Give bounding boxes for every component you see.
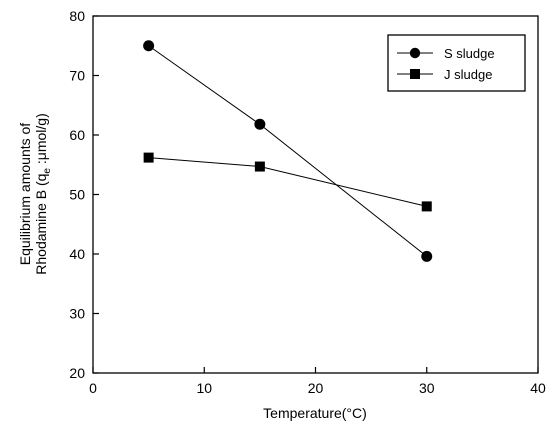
x-axis-title: Temperature(°C): [263, 405, 367, 421]
legend-marker-j-sludge: [410, 69, 420, 79]
data-point-s-sludge: [254, 118, 266, 130]
legend-label-j-sludge: J sludge: [444, 67, 492, 82]
x-tick-label: 0: [89, 380, 97, 396]
series-markers: [143, 40, 433, 262]
data-point-s-sludge: [421, 250, 433, 262]
x-tick-label: 10: [196, 380, 212, 396]
legend-box: [387, 34, 526, 92]
y-tick-label: 70: [69, 68, 85, 84]
y-axis-title-prefix: Rhodamine B (q: [33, 174, 49, 275]
series-lines: [148, 45, 428, 257]
legend-marker-s-sludge: [409, 47, 421, 59]
y-axis-title-suffix: :μmol/g): [33, 113, 49, 168]
y-tick-label: 50: [69, 187, 85, 203]
y-axis-title-line2: Rhodamine B (qe :μmol/g): [33, 113, 53, 274]
series-line-s-sludge: [148, 45, 428, 257]
y-tick-label: 40: [69, 246, 85, 262]
y-tick-label: 20: [69, 365, 85, 381]
data-point-s-sludge: [143, 40, 155, 52]
y-tick-label: 60: [69, 127, 85, 143]
x-tick-label: 30: [419, 380, 435, 396]
y-tick-label: 80: [69, 8, 85, 24]
series-line-j-sludge: [148, 157, 427, 207]
legend-label-s-sludge: S sludge: [444, 46, 495, 61]
y-axis-title-line1: Equilibrium amounts of: [17, 123, 33, 266]
data-point-j-sludge: [421, 201, 432, 212]
data-point-j-sludge: [254, 161, 265, 172]
y-axis-title-subscript: e: [42, 168, 53, 174]
axis-ticks: 0 10 20 30 40 20 30 40 50 60 70 80: [69, 8, 546, 396]
y-tick-label: 30: [69, 306, 85, 322]
x-tick-label: 40: [530, 380, 546, 396]
data-point-j-sludge: [143, 152, 154, 163]
x-tick-label: 20: [308, 380, 324, 396]
y-axis-title: Equilibrium amounts of Rhodamine B (qe :…: [17, 113, 53, 274]
legend: S sludge J sludge: [387, 34, 526, 92]
